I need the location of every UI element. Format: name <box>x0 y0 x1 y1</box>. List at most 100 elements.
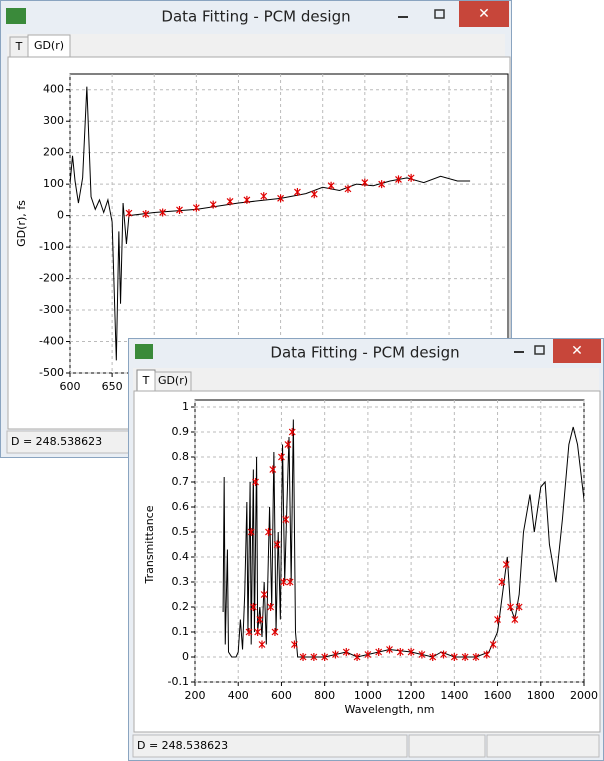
data-marker <box>321 653 329 661</box>
data-line <box>70 86 471 361</box>
data-marker <box>176 205 183 214</box>
y-tick-label: 1 <box>182 400 189 413</box>
x-tick-label: 2000 <box>570 689 598 702</box>
data-marker <box>515 603 523 611</box>
data-marker <box>386 645 393 654</box>
status-text: D = 248.538623 <box>11 435 102 448</box>
tab-label: T <box>142 374 150 387</box>
data-marker <box>192 203 200 212</box>
x-tick-label: 1400 <box>440 689 468 702</box>
data-marker <box>498 578 506 586</box>
data-marker <box>249 603 257 611</box>
data-marker <box>273 540 281 549</box>
y-tick-label: 0.9 <box>172 425 190 438</box>
x-tick-label: 600 <box>271 689 292 702</box>
status-text: D = 248.538623 <box>137 739 228 752</box>
data-marker <box>511 615 519 624</box>
data-marker <box>299 653 307 661</box>
x-tick-label: 650 <box>102 380 123 393</box>
data-marker <box>494 615 501 624</box>
close-button[interactable] <box>459 1 509 27</box>
data-marker <box>258 640 266 649</box>
data-marker <box>280 578 288 586</box>
data-marker <box>254 628 262 636</box>
data-marker <box>290 640 298 649</box>
data-marker <box>375 648 383 656</box>
tab-label: T <box>15 40 23 53</box>
data-marker <box>364 650 372 659</box>
status-pane <box>408 734 486 758</box>
x-tick-label: 400 <box>228 689 249 702</box>
tab-label: GD(r) <box>34 39 64 52</box>
data-marker <box>243 195 251 204</box>
y-tick-label: 0.6 <box>172 500 190 513</box>
status-pane <box>486 734 600 758</box>
y-tick-label: -200 <box>39 272 64 285</box>
data-marker <box>286 578 294 586</box>
data-marker <box>407 648 415 656</box>
data-marker <box>327 181 335 190</box>
data-line <box>222 419 584 658</box>
data-marker <box>450 653 458 661</box>
y-tick-label: 200 <box>43 146 64 159</box>
x-tick-label: 1000 <box>354 689 382 702</box>
data-marker <box>269 465 277 474</box>
y-tick-label: -500 <box>39 366 64 379</box>
data-marker <box>278 453 285 461</box>
y-tick-label: 0.4 <box>172 550 190 563</box>
data-marker <box>277 194 285 203</box>
data-marker <box>353 653 361 661</box>
x-tick-label: 800 <box>314 689 335 702</box>
y-tick-label: 400 <box>43 83 64 96</box>
data-marker <box>407 173 415 182</box>
data-marker <box>395 175 402 184</box>
data-marker <box>260 192 268 201</box>
x-tick-label: 1800 <box>527 689 555 702</box>
y-tick-label: 0.5 <box>172 525 190 538</box>
y-tick-label: 0.3 <box>172 575 190 588</box>
data-marker <box>429 653 437 661</box>
plot-area <box>69 73 509 374</box>
data-marker <box>209 200 217 209</box>
app-icon <box>135 344 153 359</box>
x-tick-label: 1200 <box>397 689 425 702</box>
y-tick-label: 300 <box>43 114 64 127</box>
maximize-icon <box>434 9 445 19</box>
y-tick-label: 0 <box>182 650 189 663</box>
y-axis-label: Transmittance <box>143 505 156 584</box>
data-marker <box>489 640 497 649</box>
data-marker <box>247 528 255 536</box>
y-tick-label: -100 <box>39 240 64 253</box>
x-tick-label: 200 <box>185 689 206 702</box>
data-marker <box>502 560 510 569</box>
window-title: Data Fitting - PCM design <box>270 344 459 362</box>
data-marker <box>284 440 292 449</box>
data-marker <box>288 428 296 436</box>
data-marker <box>245 628 253 636</box>
maximize-icon <box>534 345 545 355</box>
data-marker <box>310 190 318 199</box>
data-marker <box>267 603 275 611</box>
data-marker <box>159 208 167 217</box>
data-marker <box>472 653 480 661</box>
data-marker <box>256 615 264 624</box>
x-tick-label: 1600 <box>484 689 512 702</box>
close-icon: ✕ <box>571 343 583 359</box>
y-tick-label: 100 <box>43 177 64 190</box>
data-marker <box>342 648 350 656</box>
data-marker <box>282 515 290 524</box>
data-marker <box>378 180 386 189</box>
data-marker <box>483 650 491 659</box>
y-tick-label: -0.1 <box>168 675 189 688</box>
x-axis-label: Wavelength, nm <box>345 703 435 716</box>
y-tick-label: 0.1 <box>172 625 190 638</box>
data-marker <box>271 628 279 636</box>
x-tick-label: 600 <box>60 380 81 393</box>
y-axis-label: GD(r), fs <box>15 200 28 247</box>
data-marker <box>507 603 514 611</box>
app-icon <box>6 8 26 24</box>
window-title: Data Fitting - PCM design <box>161 8 350 26</box>
close-button[interactable] <box>553 339 601 363</box>
